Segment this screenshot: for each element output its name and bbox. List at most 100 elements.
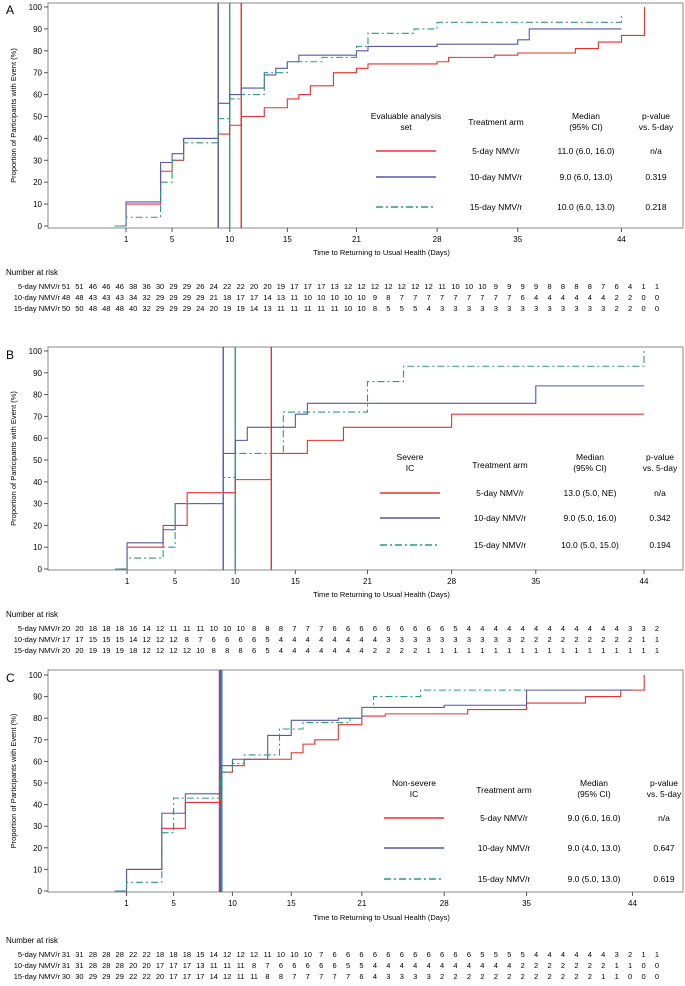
risk-count: 11 [210, 961, 218, 970]
risk-count: 38 [129, 282, 137, 291]
risk-count: 7 [306, 972, 310, 981]
y-tick-label: 0 [38, 222, 43, 231]
risk-count: 3 [507, 635, 511, 644]
risk-count: 10 [465, 282, 473, 291]
risk-row-label: 10-day NMV/r [14, 293, 61, 302]
y-tick-label: 100 [29, 347, 43, 356]
risk-count: 10 [317, 293, 325, 302]
x-tick-label: 15 [283, 235, 292, 244]
risk-count: 4 [561, 950, 565, 959]
risk-count: 4 [373, 961, 377, 970]
y-tick-label: 90 [33, 369, 42, 378]
x-tick-label: 15 [291, 577, 300, 586]
risk-count: 1 [615, 972, 619, 981]
legend-header-median: Median (95% CI) [573, 452, 607, 473]
risk-count: 6 [453, 950, 457, 959]
panel-label: B [6, 348, 14, 362]
y-tick-label: 20 [33, 521, 42, 530]
risk-count: 3 [440, 304, 444, 313]
risk-count: 10 [357, 293, 365, 302]
risk-count: 3 [400, 635, 404, 644]
legend-header-line: p-value [650, 778, 678, 788]
risk-count: 2 [521, 972, 525, 981]
legend-median: 9.0 (6.0, 16.0) [568, 813, 621, 823]
risk-count: 11 [264, 950, 272, 959]
x-tick-label: 35 [513, 235, 522, 244]
risk-count: 4 [534, 950, 538, 959]
risk-count: 4 [561, 624, 565, 633]
risk-count: 17 [250, 293, 258, 302]
risk-count: 12 [156, 624, 164, 633]
legend-treatment: 5-day NMV/r [480, 813, 528, 823]
risk-count: 6 [359, 624, 363, 633]
risk-count: 4 [427, 304, 431, 313]
risk-count: 14 [250, 304, 258, 313]
risk-count: 15 [102, 635, 110, 644]
risk-count: 2 [588, 961, 592, 970]
risk-count: 3 [494, 635, 498, 644]
risk-count: 30 [75, 972, 83, 981]
risk-count: 2 [615, 304, 619, 313]
risk-count: 2 [534, 961, 538, 970]
risk-count: 1 [467, 646, 471, 655]
risk-count: 6 [239, 635, 243, 644]
risk-count: 12 [371, 282, 379, 291]
risk-count: 12 [384, 282, 392, 291]
x-axis-title: Time to Returning to Usual Health (Days) [313, 913, 450, 922]
risk-count: 6 [306, 961, 310, 970]
risk-count: 48 [89, 304, 97, 313]
risk-count: 2 [615, 635, 619, 644]
risk-count: 12 [142, 635, 150, 644]
risk-count: 2 [480, 972, 484, 981]
risk-count: 3 [386, 635, 390, 644]
y-axis-title: Proportion of Participants with Event (%… [9, 48, 18, 183]
risk-count: 3 [413, 972, 417, 981]
risk-count: 8 [252, 961, 256, 970]
risk-count: 31 [62, 950, 70, 959]
legend: Evaluable analysis set Treatment arm Median… [371, 111, 674, 212]
x-tick-label: 28 [440, 899, 449, 908]
risk-count: 1 [641, 635, 645, 644]
legend-median: 10.0 (5.0, 15.0) [561, 540, 619, 550]
risk-count: 8 [386, 293, 390, 302]
risk-count: 7 [440, 293, 444, 302]
legend-header-median: Median (95% CI) [577, 778, 611, 799]
risk-count: 17 [183, 961, 191, 970]
risk-count: 2 [561, 961, 565, 970]
risk-count: 0 [641, 293, 645, 302]
risk-count: 19 [102, 646, 110, 655]
risk-row-label: 15-day NMV/r [14, 972, 61, 981]
x-tick-label: 1 [125, 577, 130, 586]
risk-count: 4 [480, 624, 484, 633]
risk-count: 3 [440, 635, 444, 644]
risk-count: 48 [116, 304, 124, 313]
risk-count: 29 [116, 972, 124, 981]
legend-pvalue: 0.619 [653, 874, 675, 884]
risk-count: 5 [359, 961, 363, 970]
risk-count: 10 [304, 950, 312, 959]
risk-count: 2 [601, 635, 605, 644]
y-tick-label: 100 [29, 3, 43, 12]
risk-count: 3 [400, 972, 404, 981]
legend-treatment: 15-day NMV/r [478, 874, 531, 884]
risk-count: 20 [75, 646, 83, 655]
x-tick-label: 21 [363, 577, 372, 586]
y-tick-label: 70 [33, 412, 42, 421]
risk-count: 12 [411, 282, 419, 291]
risk-count: 0 [628, 972, 632, 981]
risk-count: 32 [142, 304, 150, 313]
y-tick-label: 40 [33, 134, 42, 143]
risk-count: 1 [601, 646, 605, 655]
risk-count: 6 [333, 950, 337, 959]
legend-header-pvalue: p-value vs. 5-day [643, 452, 678, 473]
risk-count: 8 [252, 624, 256, 633]
legend-treatment: 10-day NMV/r [474, 513, 527, 523]
risk-count: 36 [142, 282, 150, 291]
x-tick-label: 44 [628, 899, 637, 908]
y-tick-label: 40 [33, 801, 42, 810]
km-curve-15-day [114, 15, 622, 227]
risk-row-label: 10-day NMV/r [14, 635, 61, 644]
y-tick-label: 80 [33, 714, 42, 723]
risk-count: 12 [236, 950, 244, 959]
risk-count: 8 [373, 304, 377, 313]
